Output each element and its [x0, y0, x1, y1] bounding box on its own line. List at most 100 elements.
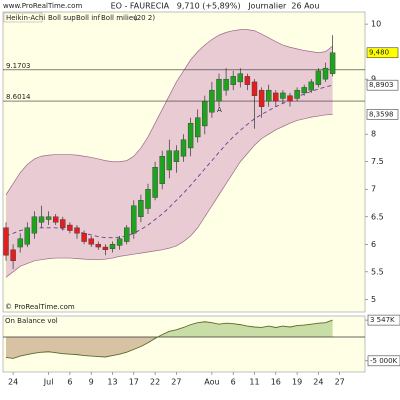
x-tick-label: 19	[292, 378, 302, 387]
price-label-box	[366, 79, 399, 91]
y-tick-box	[367, 314, 400, 326]
candle-body	[209, 89, 215, 113]
obv-negative-area	[6, 337, 333, 359]
candle-body	[159, 156, 165, 184]
copyright: © ProRealTime.com	[5, 303, 75, 311]
x-tick-label: 27	[335, 378, 345, 387]
candle-body	[166, 150, 173, 171]
x-tick-label: Jul	[43, 378, 54, 387]
candle-body	[24, 227, 30, 245]
x-tick-label: Aou	[204, 378, 219, 387]
candle-body	[81, 233, 87, 242]
candle-body	[287, 95, 293, 102]
band-line	[5, 29, 333, 195]
legend-boll-mid: Boll milieu	[101, 14, 138, 22]
x-tick-label: 11	[249, 378, 259, 387]
candle-body	[31, 216, 38, 234]
legend-boll-sup: Boll sup	[48, 14, 76, 22]
price-label: 9,480	[369, 49, 389, 57]
candle-body	[45, 216, 52, 220]
overlay: 5 5.5 6 6.5 7 7.5 8 9 10 9.1703 8.6014 9,480 8,8903 8…	[6, 20, 400, 387]
obv-title: On Balance vol	[5, 317, 58, 325]
obv-positive-area	[6, 320, 333, 337]
candle-body	[266, 89, 272, 102]
price-label: 8,8903	[369, 81, 394, 89]
candle-body	[194, 117, 201, 138]
y-tick-label: 10	[371, 20, 381, 29]
obv-line	[5, 319, 333, 359]
x-tick-label: 17	[129, 378, 139, 387]
candle-body	[38, 216, 45, 223]
candle-body	[67, 224, 73, 231]
candle-body	[187, 122, 194, 149]
y-tick-label: -5 000K	[370, 357, 398, 365]
y-tick-label: 5	[371, 295, 376, 304]
legend-box	[3, 12, 43, 23]
candle-body	[173, 150, 180, 162]
x-tick-label: 6	[231, 378, 236, 387]
candle-body	[308, 81, 314, 91]
candle-body	[301, 87, 307, 94]
level-label: 9.1703	[6, 62, 31, 70]
candle-body	[237, 73, 244, 83]
annotation: A	[217, 106, 222, 114]
candle-body	[17, 238, 23, 248]
price-label: 8,3598	[369, 110, 394, 118]
source: www.ProRealTime.com	[3, 2, 82, 10]
candle-body	[131, 205, 137, 234]
y-tick-box	[367, 355, 400, 367]
candle-body	[244, 76, 251, 85]
x-tick-label: 9	[89, 378, 94, 387]
x-tick-label: 16	[271, 378, 281, 387]
candle-body	[251, 81, 258, 96]
band-line	[5, 114, 333, 278]
x-tick-label: 13	[107, 378, 117, 387]
chart-title: EO - FAURECIA 9,710 (+5,89%) Journalier …	[111, 2, 320, 11]
candle-body	[53, 216, 59, 223]
y-tick-label: 7.5	[371, 157, 384, 166]
candle-body	[88, 238, 94, 245]
legend-candles: Heikin-Achi	[6, 14, 45, 22]
legend-boll-inf: Boll inf	[76, 14, 101, 22]
candle-body	[223, 78, 229, 91]
candle-body	[138, 200, 144, 217]
y-tick-label: 5.5	[371, 267, 384, 276]
candle-body	[95, 244, 102, 248]
y-tick-label: 8	[371, 130, 376, 139]
x-tick-label: 24	[313, 378, 323, 387]
price-label-box	[366, 109, 399, 120]
obv-plot	[3, 319, 365, 359]
candle-body	[145, 189, 151, 209]
candle-body	[60, 219, 66, 228]
x-tick-label: 27	[171, 378, 181, 387]
price-plot	[3, 29, 365, 278]
candle-body	[216, 78, 222, 102]
candle-body	[102, 246, 109, 250]
y-tick-label: 9	[371, 75, 376, 84]
candle-body	[3, 227, 9, 256]
candle-body	[294, 89, 300, 99]
candle-body	[258, 89, 265, 107]
legend-params: (20 2)	[134, 14, 155, 22]
band-line	[5, 84, 333, 239]
x-tick-label: 24	[8, 378, 18, 387]
candle-body	[315, 70, 322, 85]
candle-body	[74, 227, 80, 234]
y-tick-label: 6.5	[371, 212, 384, 221]
candle-body	[10, 249, 16, 262]
candle-body	[123, 227, 130, 242]
candle-body	[280, 92, 286, 99]
price-label-box	[366, 47, 399, 59]
candle-body	[116, 238, 123, 246]
candle-body	[329, 52, 336, 74]
candle-body	[322, 67, 329, 80]
candle-body	[230, 76, 236, 85]
candle-body	[180, 139, 187, 157]
candle-body	[202, 100, 208, 127]
y-tick-label: 6	[371, 240, 376, 249]
y-tick-label: 7	[371, 185, 376, 194]
x-tick-label: 22	[150, 378, 160, 387]
y-tick-label: 3 547K	[370, 316, 395, 324]
